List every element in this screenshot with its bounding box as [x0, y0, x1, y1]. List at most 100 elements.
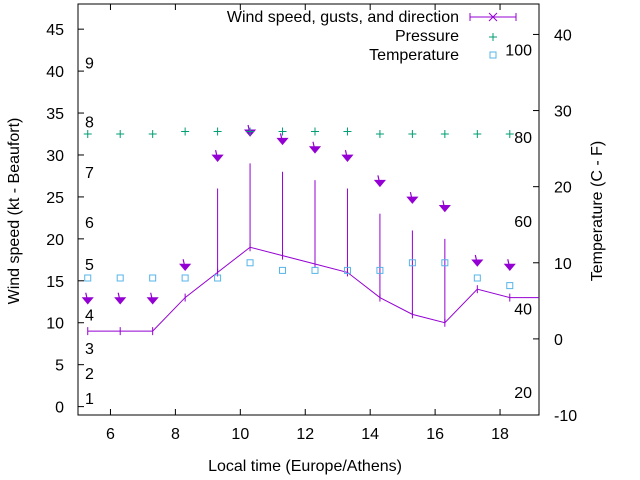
temperature-point	[149, 274, 157, 282]
wind-direction-arrow	[373, 175, 386, 188]
pressure-point	[473, 130, 482, 139]
arrow-head	[438, 205, 451, 213]
y2-tick-label: 20	[554, 180, 572, 197]
arrow-head	[373, 179, 386, 188]
wind-speed-series	[87, 243, 539, 336]
wind-direction-arrow	[406, 191, 419, 204]
wind-direction-arrow	[471, 254, 484, 267]
pressure-point	[343, 127, 352, 136]
pressure-point	[310, 127, 319, 136]
x-tick-label: 10	[231, 426, 249, 443]
temperature-point	[441, 259, 449, 267]
pressure-point	[181, 127, 190, 136]
plot-frame	[77, 3, 540, 416]
pressure-point	[116, 130, 125, 139]
legend-label-temperature: Temperature	[369, 47, 459, 64]
beaufort-label: 6	[85, 215, 94, 232]
temperature-point	[376, 266, 384, 274]
y-axis-label: Wind speed (kt - Beaufort)	[6, 118, 23, 305]
pressure-point	[375, 130, 384, 139]
arrow-head	[211, 154, 224, 162]
y-tick-label: 40	[46, 64, 64, 81]
beaufort-label: 2	[85, 366, 94, 383]
wind-direction-arrow	[276, 133, 289, 146]
pressure-point	[408, 130, 417, 139]
x-tick-label: 14	[361, 426, 379, 443]
x-tick-label: 6	[106, 426, 115, 443]
pressure-point	[83, 130, 92, 139]
gust-bars	[217, 163, 446, 323]
legend-swatch-wind	[469, 12, 517, 22]
temperature-series	[84, 259, 514, 290]
temperature-point	[279, 266, 287, 274]
legend: Wind speed, gusts, and direction Pressur…	[227, 9, 517, 64]
arrow-head	[308, 146, 322, 154]
arrow-head	[503, 263, 516, 271]
temperature-point	[246, 259, 254, 267]
arrow-head	[276, 137, 289, 146]
wind-speed-line	[87, 246, 539, 332]
y2-tick-label: 40	[554, 27, 572, 44]
y-tick-label: 35	[46, 106, 64, 123]
arrow-head	[179, 263, 192, 271]
y-tick-label: 10	[46, 316, 64, 333]
temperature-point	[408, 259, 416, 267]
x-tick-label: 16	[426, 426, 444, 443]
pressure-point	[213, 127, 222, 136]
temperature-point	[181, 274, 189, 282]
pressure-point	[278, 127, 287, 136]
beaufort-label: 8	[85, 114, 94, 131]
x-tick-label: 18	[491, 426, 509, 443]
arrow-head	[146, 297, 159, 305]
y2-tick-label: 30	[554, 104, 572, 121]
plot-axes	[77, 3, 540, 416]
wind-direction-arrows	[81, 124, 516, 305]
legend-label-wind: Wind speed, gusts, and direction	[227, 9, 459, 26]
y2-tick-label: 10	[554, 256, 572, 273]
legend-label-pressure: Pressure	[395, 28, 459, 45]
wind-direction-arrow	[438, 200, 451, 213]
fahrenheit-label: 60	[514, 214, 532, 231]
x-axis-label: Local time (Europe/Athens)	[208, 458, 402, 475]
beaufort-label: 9	[85, 56, 94, 73]
legend-swatch-pressure	[489, 33, 497, 41]
wind-direction-arrow	[503, 259, 516, 271]
y-tick-label: 25	[46, 190, 64, 207]
temperature-point	[84, 274, 92, 282]
pressure-point	[505, 130, 514, 139]
legend-swatch-temperature	[489, 51, 497, 59]
wind-direction-arrow	[341, 150, 354, 162]
temperature-point	[116, 274, 124, 282]
pressure-point	[246, 127, 255, 136]
y-tick-label: 15	[46, 274, 64, 291]
wind-direction-arrow	[308, 141, 322, 154]
wind-direction-arrow	[211, 150, 224, 162]
y-tick-label: 20	[46, 232, 64, 249]
beaufort-label: 4	[85, 307, 94, 324]
temperature-point	[214, 274, 222, 282]
arrow-head	[81, 297, 94, 305]
y-tick-label: 0	[55, 400, 64, 417]
tick-labels: 6 8 10 12 14 16 18051015202530354045-100102030…	[46, 22, 577, 443]
wind-direction-arrow	[146, 292, 159, 305]
pressure-point	[440, 130, 449, 139]
y-tick-label: 30	[46, 148, 64, 165]
wind-direction-arrow	[81, 292, 94, 305]
y2-axis-label: Temperature (C - F)	[589, 141, 606, 281]
y2-tick-label: -10	[554, 408, 577, 425]
temperature-point	[473, 274, 481, 282]
pressure-series	[83, 127, 514, 139]
arrow-head	[341, 154, 354, 162]
temperature-point	[311, 266, 319, 274]
fahrenheit-label: 20	[514, 385, 532, 402]
beaufort-label: 3	[85, 341, 94, 358]
y-tick-label: 5	[55, 358, 64, 375]
pressure-point	[148, 130, 157, 139]
wind-direction-arrow	[179, 259, 192, 271]
temperature-point	[506, 282, 514, 290]
arrow-head	[471, 259, 484, 267]
fahrenheit-label: 40	[514, 301, 532, 318]
arrow-head	[406, 196, 419, 204]
temperature-point	[343, 266, 351, 274]
fahrenheit-label: 100	[505, 43, 532, 60]
